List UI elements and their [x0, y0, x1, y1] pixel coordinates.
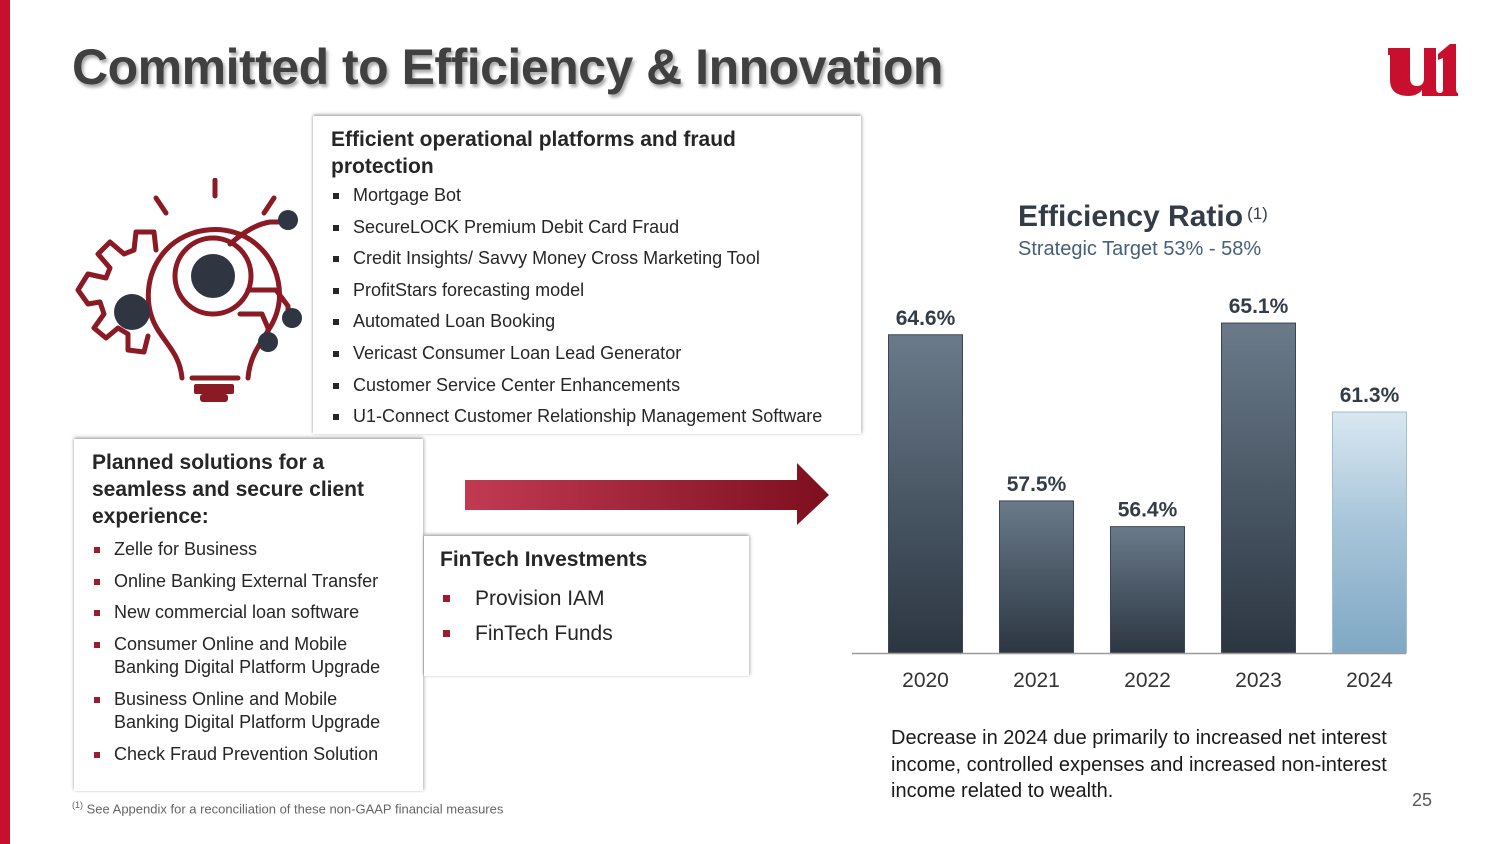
- fintech-list: Provision IAM FinTech Funds: [440, 581, 733, 651]
- footnote-marker: (1): [72, 800, 83, 810]
- footnote: (1) See Appendix for a reconciliation of…: [72, 800, 503, 816]
- list-item: Consumer Online and Mobile Banking Digit…: [92, 633, 405, 680]
- bar-2021: [999, 500, 1074, 654]
- platforms-heading: Efficient operational platforms and frau…: [331, 128, 736, 178]
- planned-list: Zelle for Business Online Banking Extern…: [92, 538, 405, 766]
- list-item: Check Fraud Prevention Solution: [92, 743, 405, 767]
- data-label-2023: 65.1%: [1229, 295, 1289, 318]
- page-title: Committed to Efficiency & Innovation: [72, 39, 943, 95]
- accent-bar: [0, 0, 10, 844]
- x-tick-2024: 2024: [1346, 669, 1393, 692]
- planned-solutions-panel: Planned solutions for a seamless and sec…: [74, 439, 423, 791]
- x-tick-2023: 2023: [1235, 669, 1282, 692]
- list-item: Automated Loan Booking: [331, 306, 843, 338]
- list-item: Online Banking External Transfer: [92, 570, 405, 594]
- bar-2024: [1332, 411, 1407, 654]
- efficiency-ratio-chart: 64.6% 2020 57.5% 2021 56.4% 2022 65.1% 2023 61.3…: [852, 295, 1407, 692]
- list-item: Credit Insights/ Savvy Money Cross Marke…: [331, 243, 843, 275]
- list-item: New commercial loan software: [92, 601, 405, 625]
- right-arrow-icon: [465, 463, 829, 525]
- data-label-2021: 57.5%: [1007, 473, 1067, 496]
- chart-title-note: (1): [1247, 204, 1268, 223]
- page-number: 25: [1412, 790, 1433, 810]
- bar-2020: [888, 334, 963, 654]
- chart-title-text: Efficiency Ratio: [1018, 200, 1244, 233]
- planned-heading: Planned solutions for a seamless and sec…: [92, 451, 364, 528]
- chart-note: Decrease in 2024 due primarily to increa…: [891, 727, 1387, 802]
- data-label-2020: 64.6%: [896, 307, 956, 330]
- list-item: ProfitStars forecasting model: [331, 275, 843, 307]
- x-tick-2021: 2021: [1013, 669, 1060, 692]
- bar-2022: [1110, 526, 1185, 654]
- list-item: Vericast Consumer Loan Lead Generator: [331, 338, 843, 370]
- data-label-2022: 56.4%: [1118, 499, 1178, 522]
- bar-2023: [1221, 322, 1296, 654]
- list-item: Business Online and Mobile Banking Digit…: [92, 688, 405, 735]
- fintech-heading: FinTech Investments: [440, 548, 648, 571]
- chart-title: Efficiency Ratio (1): [1018, 200, 1268, 234]
- x-tick-2020: 2020: [902, 669, 949, 692]
- list-item: FinTech Funds: [440, 616, 733, 651]
- footnote-text: See Appendix for a reconciliation of the…: [86, 801, 504, 817]
- list-item: U1-Connect Customer Relationship Managem…: [331, 401, 843, 433]
- list-item: SecureLOCK Premium Debit Card Fraud: [331, 212, 843, 244]
- x-tick-2022: 2022: [1124, 669, 1171, 692]
- list-item: Mortgage Bot: [331, 180, 843, 212]
- data-label-2024: 61.3%: [1340, 384, 1400, 407]
- chart-subtitle: Strategic Target 53% - 58%: [1018, 238, 1262, 260]
- u1-logo-icon: [1388, 44, 1458, 96]
- fintech-panel: FinTech Investments Provision IAM FinTec…: [424, 536, 749, 676]
- platforms-panel: Efficient operational platforms and frau…: [313, 116, 861, 434]
- list-item: Customer Service Center Enhancements: [331, 370, 843, 402]
- list-item: Zelle for Business: [92, 538, 405, 562]
- platforms-list: Mortgage Bot SecureLOCK Premium Debit Ca…: [331, 180, 843, 433]
- list-item: Provision IAM: [440, 581, 733, 616]
- lightbulb-gears-icon: [75, 178, 302, 402]
